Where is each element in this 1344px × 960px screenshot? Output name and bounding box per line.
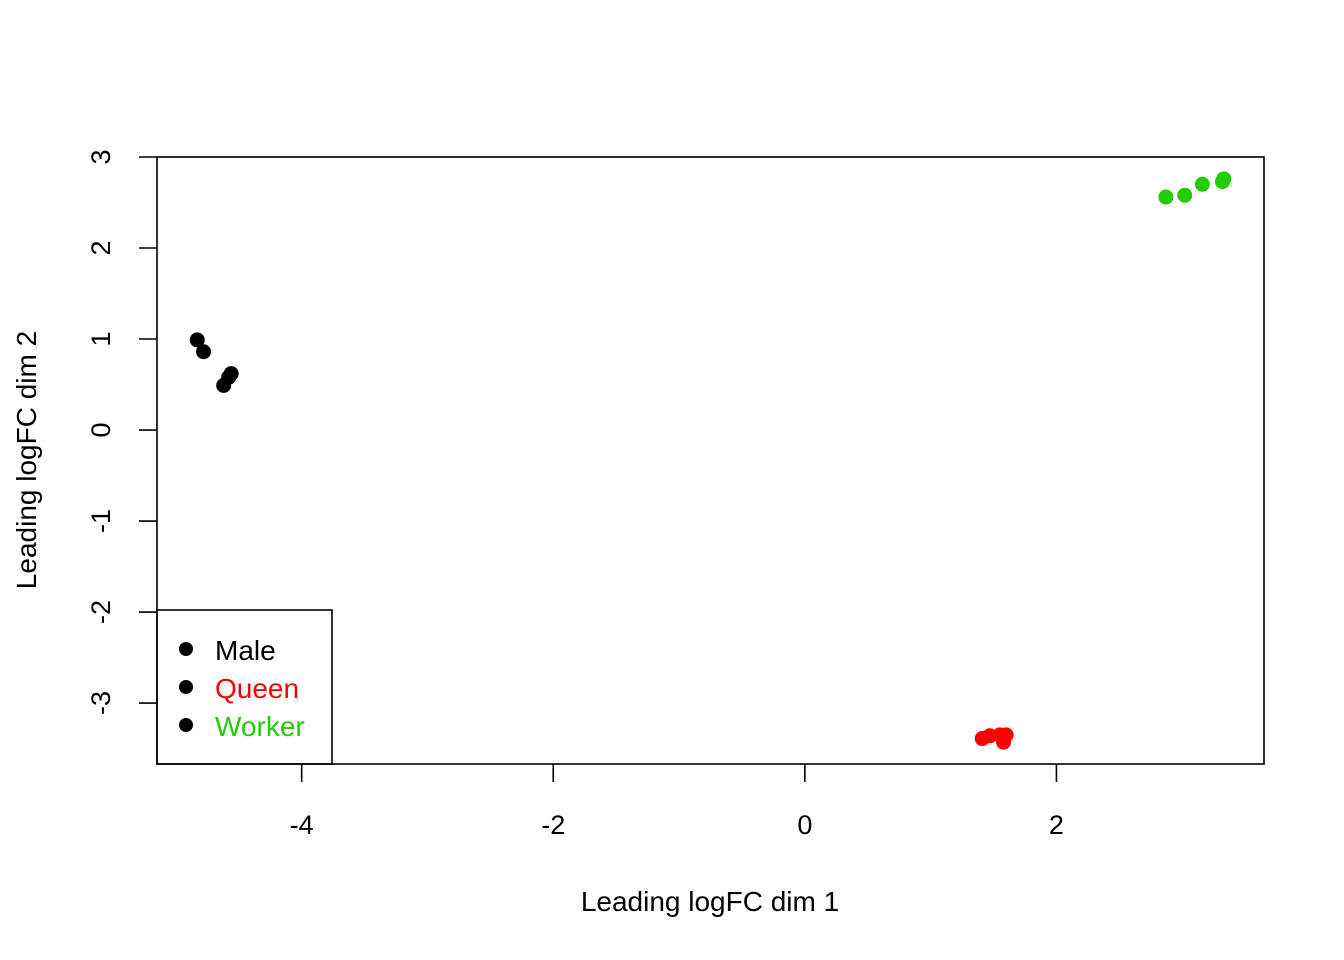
legend-label-male: Male <box>215 635 276 666</box>
y-tick-label: 3 <box>86 149 116 164</box>
point-male <box>189 332 205 348</box>
x-axis: -4 -2 0 2 <box>290 764 1064 840</box>
x-tick-label: -2 <box>541 810 565 840</box>
x-tick-label: 0 <box>797 810 812 840</box>
y-tick-label: -2 <box>86 600 116 624</box>
point-worker <box>1216 171 1232 187</box>
legend-label-queen: Queen <box>215 673 299 704</box>
x-tick-label: 2 <box>1049 810 1064 840</box>
legend-label-worker: Worker <box>215 711 305 742</box>
y-axis: -3 -2 -1 0 1 2 3 <box>86 149 157 715</box>
data-points <box>189 171 1232 750</box>
x-tick-label: -4 <box>290 810 314 840</box>
y-tick-label: -1 <box>86 509 116 533</box>
legend-marker <box>179 642 193 656</box>
x-axis-title: Leading logFC dim 1 <box>581 886 839 917</box>
plot-frame <box>156 156 1265 765</box>
legend: Male Queen Worker <box>156 609 333 765</box>
point-male <box>223 366 239 382</box>
legend-marker <box>179 680 193 694</box>
legend-marker <box>179 718 193 732</box>
point-male <box>196 344 212 360</box>
y-axis-title: Leading logFC dim 2 <box>11 331 42 589</box>
point-worker <box>1194 176 1210 192</box>
y-tick-label: 0 <box>86 422 116 437</box>
point-worker <box>1177 187 1193 203</box>
y-tick-label: 1 <box>86 331 116 346</box>
point-queen <box>998 727 1014 743</box>
legend-box <box>156 609 333 765</box>
y-tick-label: 2 <box>86 240 116 255</box>
y-tick-label: -3 <box>86 691 116 715</box>
point-worker <box>1158 189 1174 205</box>
